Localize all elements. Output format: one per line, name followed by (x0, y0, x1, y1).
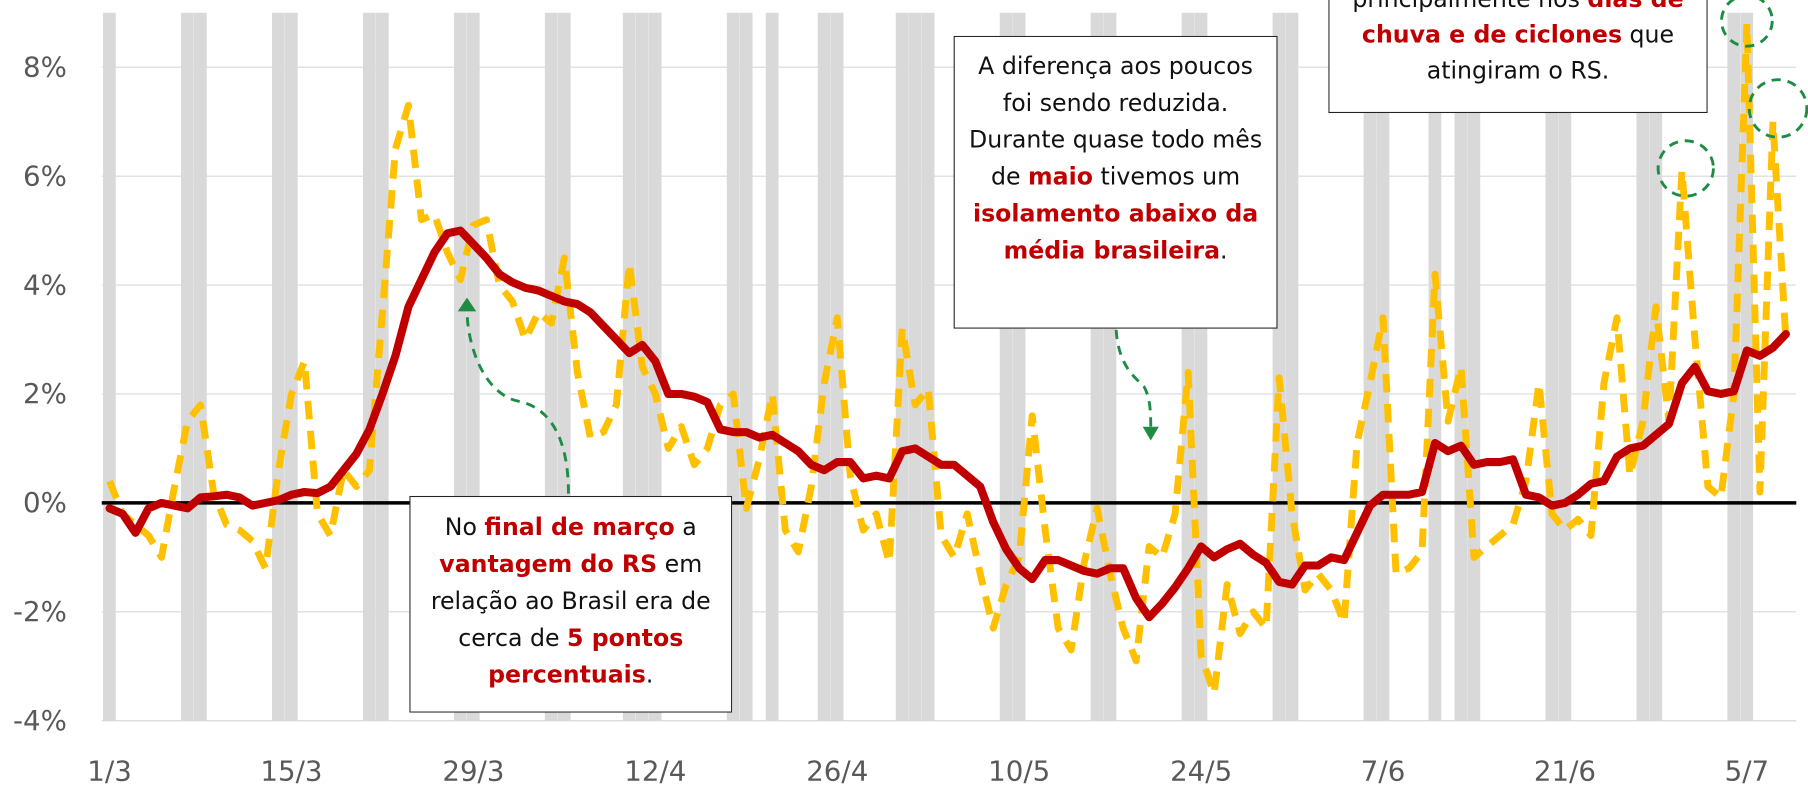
annotation-text: . (1220, 236, 1228, 265)
annotation-emphasis: maio (1028, 162, 1093, 191)
x-tick-label: 7/6 (1361, 755, 1406, 788)
y-tick-label: 2% (23, 377, 67, 410)
annotation-emphasis: 5 pontos percentuais (488, 623, 684, 689)
y-tick-label: -2% (13, 595, 67, 628)
annotation-text: A diferença aos poucos foi sendo reduzid… (969, 51, 1263, 191)
annotation: principalmente nos dias de chuva e de ci… (1328, 0, 1708, 114)
arrow (465, 309, 570, 494)
shaded-day (1376, 12, 1390, 721)
arrowhead (1142, 426, 1159, 441)
arrow (1114, 329, 1153, 430)
x-tick-label: 26/4 (806, 755, 868, 788)
y-tick-label: -4% (13, 704, 67, 737)
series (105, 20, 1790, 697)
y-tick-label: 6% (23, 159, 67, 192)
annotation-emphasis: isolamento abaixo da média brasileira (972, 199, 1259, 265)
shaded-day (375, 12, 389, 721)
shaded-days (103, 12, 1754, 721)
annotation-text: tivemos um (1092, 162, 1241, 191)
shaded-day (1285, 12, 1299, 721)
shaded-day (1558, 12, 1572, 721)
shaded-day (362, 12, 376, 721)
x-tick-label: 15/3 (260, 755, 322, 788)
annotation-text: . (645, 660, 654, 689)
annotation: No final de março a vantagem do RS em re… (409, 495, 733, 713)
highlight-circle (1656, 139, 1715, 198)
shaded-day (181, 12, 194, 721)
annotation-box: No final de março a vantagem do RS em re… (409, 495, 733, 713)
highlight-circle (1720, 0, 1774, 48)
y-tick-label: 0% (23, 486, 67, 519)
highlight-circle (1747, 78, 1808, 139)
annotation-text: que atingiram o RS. (1426, 20, 1675, 85)
shaded-day (271, 12, 285, 721)
annotation-box: A diferença aos poucos foi sendo reduzid… (953, 35, 1278, 329)
x-tick-label: 29/3 (442, 755, 504, 788)
arrowhead (457, 297, 477, 312)
shaded-day (1636, 12, 1650, 721)
x-tick-label: 24/5 (1170, 755, 1232, 788)
line-series (105, 226, 1790, 622)
annotation-text: a (674, 513, 697, 541)
shaded-day (1467, 12, 1481, 721)
annotation-box: principalmente nos dias de chuva e de ci… (1328, 0, 1708, 114)
shaded-day (1545, 12, 1559, 721)
shaded-day (194, 12, 207, 721)
tick-labels: -4% -2% 0% 2% 4% 6% 8% 1/3 15/3 29/3 12/4 26/4 10/5 2… (13, 50, 1769, 787)
annotation-emphasis: final de março (484, 513, 675, 541)
x-tick-label: 5/7 (1725, 755, 1770, 788)
annotation-text: principalmente nos (1352, 0, 1587, 13)
shaded-day (765, 12, 779, 721)
shaded-day (1454, 12, 1468, 721)
line-series (106, 20, 1790, 697)
x-tick-label: 12/4 (624, 755, 686, 788)
annotation: A diferença aos poucos foi sendo reduzid… (953, 35, 1278, 329)
shaded-day (284, 12, 298, 721)
shaded-day (830, 12, 844, 721)
y-tick-label: 8% (23, 50, 67, 83)
shaded-day (1649, 12, 1663, 721)
annotation-text: em relação ao Brasil era de cerca de (430, 550, 711, 652)
shaded-day (1428, 12, 1442, 721)
shaded-day (739, 12, 753, 721)
callouts (457, 0, 1808, 494)
shaded-day (103, 12, 116, 721)
annotation-emphasis: vantagem do RS (439, 550, 658, 578)
annotation-text: No (444, 513, 485, 541)
x-tick-label: 10/5 (988, 755, 1050, 788)
shaded-day (908, 12, 922, 721)
y-tick-label: 4% (23, 268, 67, 301)
x-tick-label: 21/6 (1534, 755, 1596, 788)
annotation-emphasis: dias de chuva e de ciclones (1361, 0, 1684, 49)
shaded-day (921, 12, 935, 721)
x-tick-label: 1/3 (87, 755, 132, 788)
